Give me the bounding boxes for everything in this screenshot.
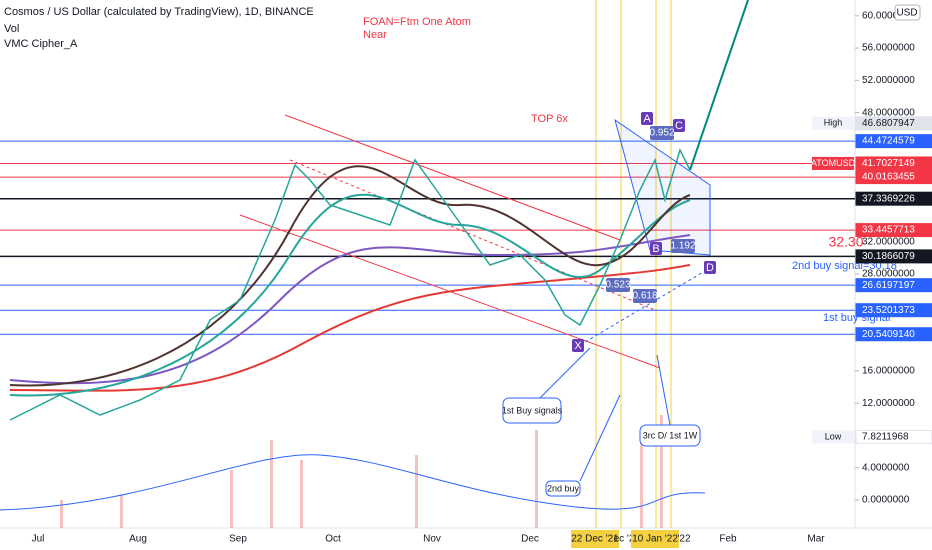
ratio: 0.618	[632, 291, 657, 302]
tick-label: 28.0000000	[862, 269, 915, 280]
currency-badge	[894, 4, 921, 21]
price-tag	[855, 249, 932, 264]
ratio: 0.523	[605, 280, 630, 291]
projection-arrow	[689, 0, 749, 171]
time-label: '22	[677, 534, 690, 545]
chart-title: Cosmos / US Dollar (calculated by Tradin…	[4, 6, 314, 18]
price-tag-label: 41.7027149	[862, 158, 915, 169]
tick-label: 60.0000000	[862, 10, 915, 21]
price-tag	[855, 223, 932, 238]
pattern-points: A C B D X	[572, 112, 716, 352]
time-label: Sep	[229, 534, 247, 545]
time-label: Jul	[32, 534, 45, 545]
time-highlight	[631, 530, 679, 548]
pattern-point: X	[574, 340, 582, 352]
ratio: 1.192	[670, 241, 695, 252]
tick-label: 12.0000000	[862, 398, 915, 409]
currency: USD	[896, 8, 917, 19]
volume-ma	[0, 454, 706, 511]
time-label: Aug	[129, 534, 147, 545]
indicator: VMC Cipher_A	[4, 38, 78, 50]
price-tag-label: 26.6197197	[862, 280, 915, 291]
tick-label: 48.0000000	[862, 107, 915, 118]
callout: 1st Buy signals	[502, 405, 563, 415]
time-highlight	[571, 530, 619, 548]
time-label: 22 Dec '21	[571, 534, 619, 545]
tag: Low	[825, 431, 842, 441]
moving-averages	[9, 165, 691, 397]
tag: High	[824, 118, 843, 128]
callout: 2nd buy	[547, 483, 580, 493]
price-tag	[855, 134, 932, 149]
price-tag	[855, 303, 932, 318]
price-tag-label: 37.3369226	[862, 193, 915, 204]
time-label: Oct	[325, 534, 341, 545]
tag-box	[812, 116, 854, 130]
price-tag	[855, 191, 932, 206]
time-label: Mar	[807, 534, 825, 545]
tag-box	[812, 156, 854, 170]
price-tag	[855, 327, 932, 342]
price-tag-label: 40.0163455	[862, 172, 915, 183]
tick-label: 4.0000000	[862, 462, 910, 473]
indicator: Vol	[4, 23, 19, 35]
price-tag-label: 46.6807947	[862, 118, 915, 129]
callout-box	[545, 480, 581, 497]
note: Near	[363, 29, 387, 41]
time-label: Nov	[423, 534, 441, 545]
pattern-point: B	[652, 243, 659, 255]
callout-box	[502, 397, 562, 424]
tick-label: 56.0000000	[862, 43, 915, 54]
note: FOAN=Ftm One Atom	[363, 16, 471, 28]
callout-box	[639, 424, 701, 447]
price-axis: 60.0000000 56.0000000 52.0000000 48.0000000…	[811, 10, 932, 506]
volume-bars	[60, 415, 663, 528]
price-tag	[855, 170, 932, 185]
ratio: 0.952	[649, 128, 674, 139]
callout-arrows	[539, 347, 671, 482]
price-tag-label: 7.8211968	[862, 432, 909, 443]
pattern-point: D	[706, 262, 714, 274]
price-tag-label: 44.4724579	[862, 136, 915, 147]
time-label: 10 Jan '22	[632, 534, 678, 545]
callout: 3rc D/ 1st 1W	[643, 430, 698, 440]
price-tag	[855, 278, 932, 293]
signal-price: 32.30	[828, 234, 863, 250]
tag-box	[812, 430, 854, 444]
note: TOP 6x	[531, 113, 568, 125]
price-tag-label: 30.1866079	[862, 251, 915, 262]
time-label: ec '2	[614, 534, 635, 545]
price-tag-label: 20.5409140	[862, 329, 915, 340]
price-tag-label: 33.4457713	[862, 225, 915, 236]
pattern-point: C	[675, 120, 683, 132]
price-line	[9, 147, 691, 421]
tick-label: 16.0000000	[862, 366, 915, 377]
time-label: Dec	[521, 534, 539, 545]
price-tag	[855, 116, 932, 131]
price-tag-label: 23.5201373	[862, 305, 915, 316]
ratios: 0.952 1.192 0.523 0.618	[605, 126, 696, 303]
time-label: Feb	[719, 534, 737, 545]
tick-label: 32.0000000	[862, 236, 915, 247]
pattern-point: A	[643, 113, 651, 125]
tag: ATOMUSD	[811, 158, 856, 168]
tick-label: 0.0000000	[862, 495, 910, 506]
price-tag	[855, 429, 932, 444]
tick-label: 52.0000000	[862, 75, 915, 86]
